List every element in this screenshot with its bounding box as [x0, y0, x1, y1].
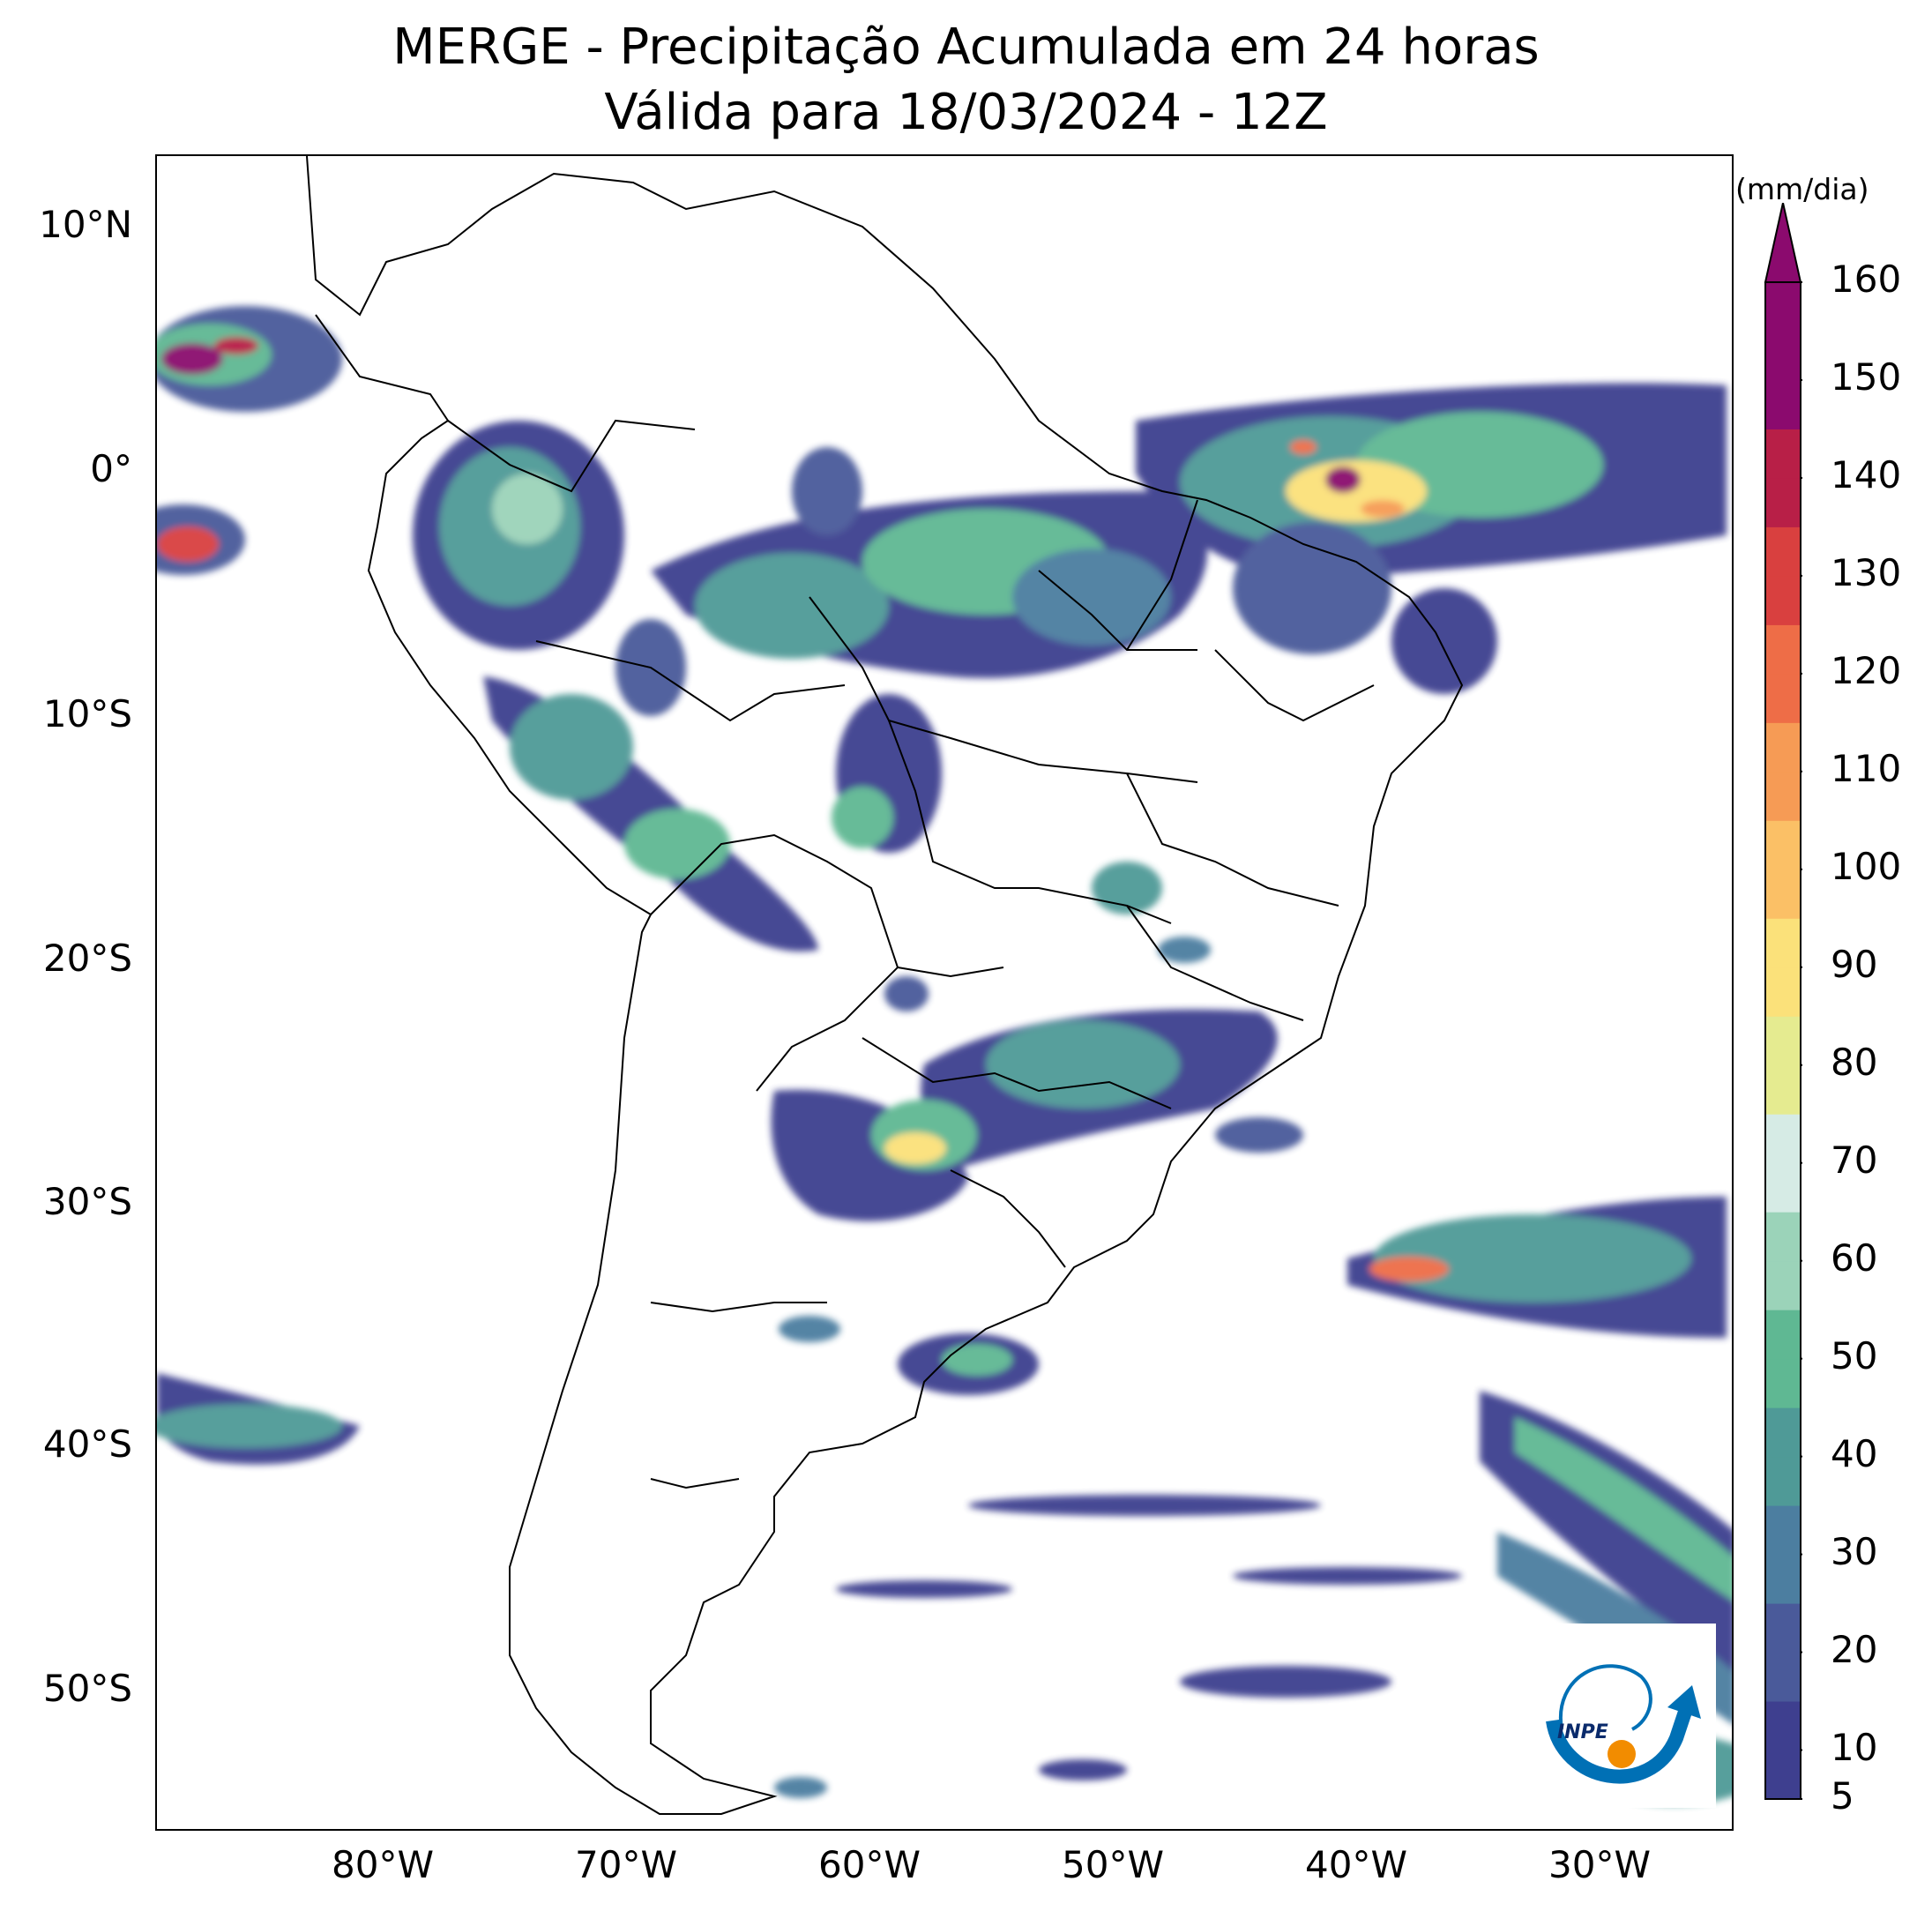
colorbar-step: [1765, 1162, 1801, 1213]
map-panel: [155, 154, 1734, 1831]
colorbar-tick-label: 10: [1831, 1725, 1878, 1769]
colorbar-step: [1765, 282, 1801, 332]
colorbar-step: [1765, 673, 1801, 723]
colorbar-tick-label: 80: [1831, 1040, 1878, 1084]
lat-label-20s: 20°S: [42, 937, 132, 980]
colorbar-step: [1765, 1407, 1801, 1458]
colorbar-step: [1765, 1212, 1801, 1262]
colorbar-step: [1765, 722, 1801, 773]
colorbar-unit: (mm/dia): [1735, 172, 1869, 206]
colorbar-tick-label: 90: [1831, 942, 1878, 986]
colorbar-tick-label: 70: [1831, 1138, 1878, 1182]
colorbar-step: [1765, 1064, 1801, 1115]
colorbar-tick-label: 130: [1831, 550, 1902, 594]
colorbar-step: [1765, 1310, 1801, 1360]
colorbar-step: [1765, 1554, 1801, 1604]
lat-label-40s: 40°S: [42, 1422, 132, 1466]
colorbar-tick-label: 100: [1831, 844, 1902, 888]
colorbar-step: [1765, 1505, 1801, 1556]
colorbar-step: [1765, 575, 1801, 625]
colorbar-step: [1765, 1652, 1801, 1702]
colorbar-step: [1765, 1260, 1801, 1310]
colorbar-step: [1765, 967, 1801, 1017]
colorbar-tick-label: 5: [1831, 1774, 1854, 1818]
precipitation-field: [157, 306, 1732, 1805]
lat-label-0: 0°: [90, 447, 132, 490]
map-subtitle: Válida para 18/03/2024 - 12Z: [604, 84, 1328, 141]
colorbar-tick-label: 140: [1831, 452, 1902, 496]
map-title: MERGE - Precipitação Acumulada em 24 hor…: [392, 19, 1540, 76]
lat-label-50s: 50°S: [42, 1667, 132, 1710]
colorbar-tick-label: 60: [1831, 1235, 1878, 1280]
colorbar-step: [1765, 331, 1801, 381]
colorbar-tick-label: 160: [1831, 258, 1902, 301]
colorbar-step: [1765, 526, 1801, 577]
colorbar-tick-label: 110: [1831, 746, 1902, 790]
colorbar-step: [1765, 869, 1801, 919]
colorbar-step: [1765, 1016, 1801, 1066]
colorbar-step: [1765, 379, 1801, 429]
colorbar-step: [1765, 624, 1801, 675]
colorbar-step: [1765, 429, 1801, 479]
colorbar-step: [1765, 1603, 1801, 1653]
colorbar-tick-label: 150: [1831, 355, 1902, 399]
colorbar: [1764, 203, 1802, 1800]
colorbar-step: [1765, 1358, 1801, 1408]
colorbar-step: [1765, 477, 1801, 527]
lat-label-10n: 10°N: [39, 203, 132, 246]
lon-label-50w: 50°W: [1062, 1843, 1164, 1886]
lon-label-40w: 40°W: [1305, 1843, 1407, 1886]
colorbar-step: [1765, 1456, 1801, 1506]
colorbar-step: [1765, 1701, 1801, 1751]
colorbar-tick-label: 40: [1831, 1431, 1878, 1475]
lat-label-10s: 10°S: [42, 692, 132, 735]
colorbar-tick-label: 50: [1831, 1333, 1878, 1377]
colorbar-step: [1765, 771, 1801, 821]
coastline-borders: [306, 156, 1464, 1815]
colorbar-tick-label: 30: [1831, 1529, 1878, 1573]
colorbar-step: [1765, 1750, 1801, 1800]
colorbar-tick-label: 120: [1831, 648, 1902, 692]
colorbar-step: [1765, 918, 1801, 968]
logo-text: INPE: [1557, 1721, 1608, 1743]
lon-label-70w: 70°W: [575, 1843, 677, 1886]
colorbar-step: [1765, 1114, 1801, 1164]
inpe-logo: INPE: [1526, 1624, 1716, 1808]
colorbar-step: [1765, 820, 1801, 870]
lon-label-30w: 30°W: [1548, 1843, 1651, 1886]
lat-label-30s: 30°S: [42, 1180, 132, 1223]
colorbar-tick-label: 20: [1831, 1627, 1878, 1671]
lon-label-80w: 80°W: [332, 1843, 434, 1886]
lon-label-60w: 60°W: [818, 1843, 921, 1886]
